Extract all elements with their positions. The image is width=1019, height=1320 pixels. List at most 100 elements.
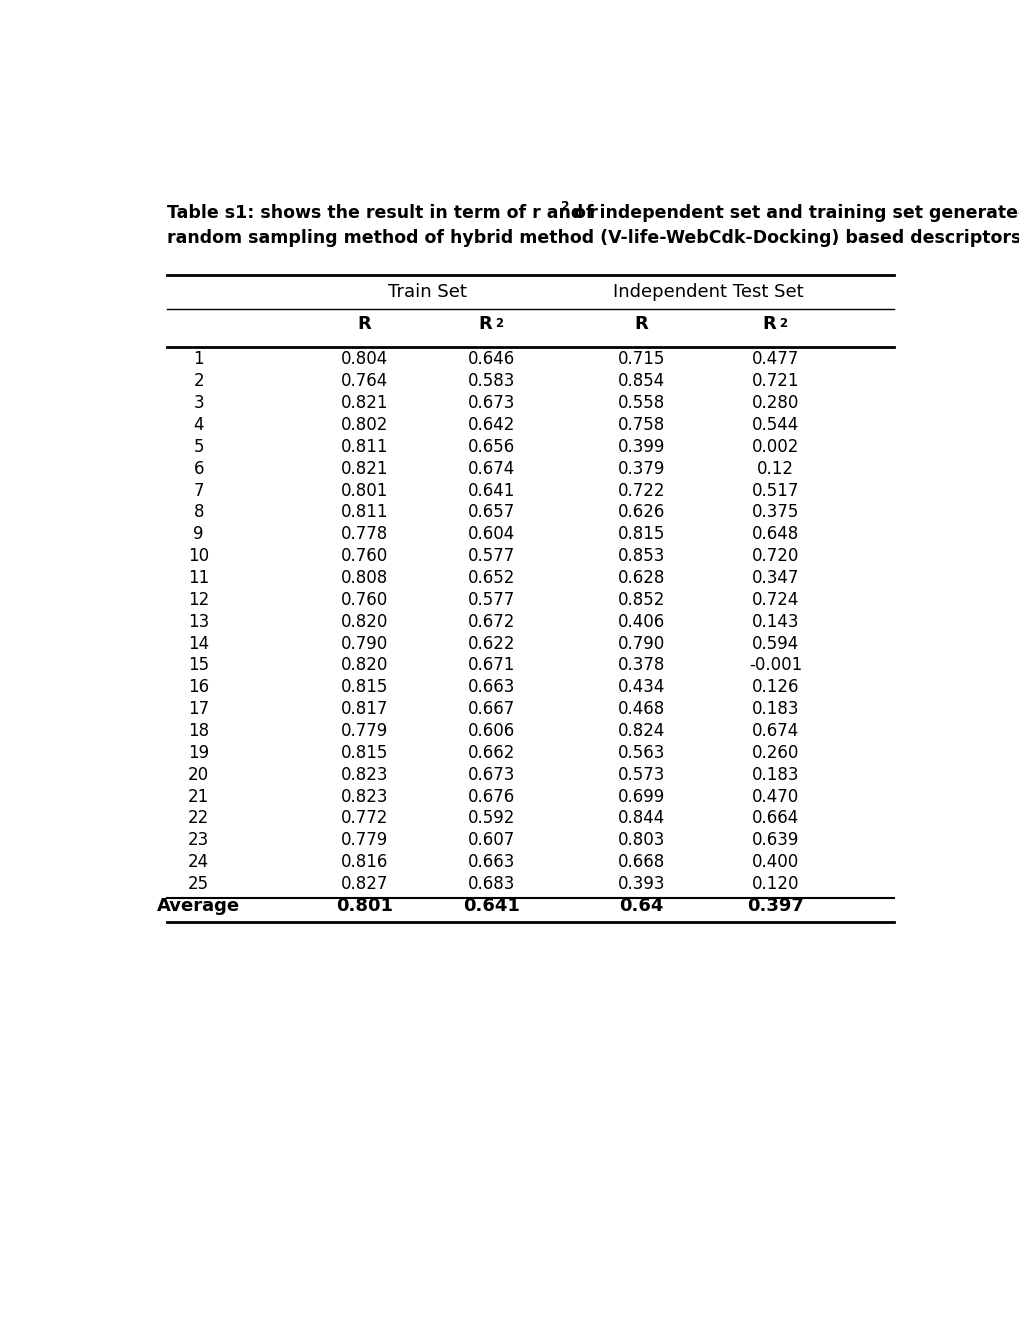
Text: 0.817: 0.817: [340, 700, 388, 718]
Text: 10: 10: [187, 548, 209, 565]
Text: Train Set: Train Set: [388, 284, 467, 301]
Text: 6: 6: [194, 459, 204, 478]
Text: 15: 15: [187, 656, 209, 675]
Text: 0.854: 0.854: [618, 372, 664, 391]
Text: 9: 9: [194, 525, 204, 544]
Text: 0.674: 0.674: [467, 459, 515, 478]
Text: 0.820: 0.820: [340, 612, 388, 631]
Text: 0.821: 0.821: [340, 395, 388, 412]
Text: 0.606: 0.606: [467, 722, 515, 741]
Text: 0.563: 0.563: [618, 743, 664, 762]
Text: 0.652: 0.652: [467, 569, 515, 587]
Text: 0.722: 0.722: [616, 482, 664, 499]
Text: 0.375: 0.375: [751, 503, 799, 521]
Text: 0.477: 0.477: [751, 351, 799, 368]
Text: 0.126: 0.126: [751, 678, 799, 696]
Text: 0.760: 0.760: [340, 591, 388, 609]
Text: 7: 7: [194, 482, 204, 499]
Text: 2: 2: [779, 317, 787, 330]
Text: 0.573: 0.573: [618, 766, 664, 784]
Text: 0.676: 0.676: [467, 788, 515, 805]
Text: 0.64: 0.64: [619, 896, 663, 915]
Text: 0.804: 0.804: [340, 351, 388, 368]
Text: 0.260: 0.260: [751, 743, 799, 762]
Text: 0.802: 0.802: [340, 416, 388, 434]
Text: 0.671: 0.671: [467, 656, 515, 675]
Text: 0.656: 0.656: [467, 438, 515, 455]
Text: 20: 20: [187, 766, 209, 784]
Text: 0.397: 0.397: [747, 896, 803, 915]
Text: 0.577: 0.577: [467, 591, 515, 609]
Text: 0.639: 0.639: [751, 832, 799, 849]
Text: 0.816: 0.816: [340, 853, 388, 871]
Text: 0.558: 0.558: [618, 395, 664, 412]
Text: 5: 5: [194, 438, 204, 455]
Text: 0.790: 0.790: [340, 635, 388, 652]
Text: 0.641: 0.641: [463, 896, 519, 915]
Text: 0.668: 0.668: [618, 853, 664, 871]
Text: 0.815: 0.815: [340, 678, 388, 696]
Text: 0.683: 0.683: [467, 875, 515, 892]
Text: 0.801: 0.801: [336, 896, 392, 915]
Text: 0.778: 0.778: [340, 525, 388, 544]
Text: 1: 1: [194, 351, 204, 368]
Text: 16: 16: [187, 678, 209, 696]
Text: 17: 17: [187, 700, 209, 718]
Text: R: R: [634, 315, 647, 333]
Text: 12: 12: [187, 591, 209, 609]
Text: 21: 21: [187, 788, 209, 805]
Text: 0.628: 0.628: [618, 569, 664, 587]
Text: 0.378: 0.378: [618, 656, 664, 675]
Text: 22: 22: [187, 809, 209, 828]
Text: 0.823: 0.823: [340, 788, 388, 805]
Text: 0.852: 0.852: [618, 591, 664, 609]
Text: 0.758: 0.758: [618, 416, 664, 434]
Text: 0.280: 0.280: [751, 395, 799, 412]
Text: 18: 18: [187, 722, 209, 741]
Text: 0.544: 0.544: [751, 416, 799, 434]
Text: 0.815: 0.815: [340, 743, 388, 762]
Text: 0.672: 0.672: [467, 612, 515, 631]
Text: 0.468: 0.468: [618, 700, 664, 718]
Text: R: R: [478, 315, 491, 333]
Text: 0.853: 0.853: [618, 548, 664, 565]
Text: R: R: [762, 315, 775, 333]
Text: 0.790: 0.790: [618, 635, 664, 652]
Text: 0.811: 0.811: [340, 503, 388, 521]
Text: 0.674: 0.674: [751, 722, 799, 741]
Text: 0.183: 0.183: [751, 700, 799, 718]
Text: 0.002: 0.002: [751, 438, 799, 455]
Text: 0.673: 0.673: [467, 395, 515, 412]
Text: 0.641: 0.641: [467, 482, 515, 499]
Text: 0.844: 0.844: [618, 809, 664, 828]
Text: 19: 19: [187, 743, 209, 762]
Text: 0.12: 0.12: [756, 459, 794, 478]
Text: 0.143: 0.143: [751, 612, 799, 631]
Text: 0.393: 0.393: [616, 875, 664, 892]
Text: 23: 23: [187, 832, 209, 849]
Text: 24: 24: [187, 853, 209, 871]
Text: 0.648: 0.648: [751, 525, 799, 544]
Text: 0.801: 0.801: [340, 482, 388, 499]
Text: 0.604: 0.604: [467, 525, 515, 544]
Text: 4: 4: [194, 416, 204, 434]
Text: 0.406: 0.406: [618, 612, 664, 631]
Text: R: R: [358, 315, 371, 333]
Text: 0.760: 0.760: [340, 548, 388, 565]
Text: 0.592: 0.592: [467, 809, 515, 828]
Text: 0.662: 0.662: [467, 743, 515, 762]
Text: Independent Test Set: Independent Test Set: [612, 284, 803, 301]
Text: 0.626: 0.626: [618, 503, 664, 521]
Text: -0.001: -0.001: [748, 656, 802, 675]
Text: 0.577: 0.577: [467, 548, 515, 565]
Text: 0.811: 0.811: [340, 438, 388, 455]
Text: 0.399: 0.399: [618, 438, 664, 455]
Text: 0.821: 0.821: [340, 459, 388, 478]
Text: 0.764: 0.764: [340, 372, 388, 391]
Text: 0.470: 0.470: [751, 788, 799, 805]
Text: 25: 25: [187, 875, 209, 892]
Text: 0.594: 0.594: [751, 635, 799, 652]
Text: 0.779: 0.779: [340, 722, 388, 741]
Text: 0.607: 0.607: [467, 832, 515, 849]
Text: 0.347: 0.347: [751, 569, 799, 587]
